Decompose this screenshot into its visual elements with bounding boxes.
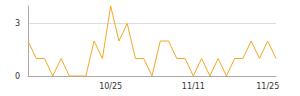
svg-text:11/11: 11/11 xyxy=(182,82,205,91)
svg-text:3: 3 xyxy=(15,19,20,28)
svg-text:10/25: 10/25 xyxy=(99,82,122,91)
svg-text:0: 0 xyxy=(15,72,20,81)
svg-text:11/25: 11/25 xyxy=(256,82,279,91)
